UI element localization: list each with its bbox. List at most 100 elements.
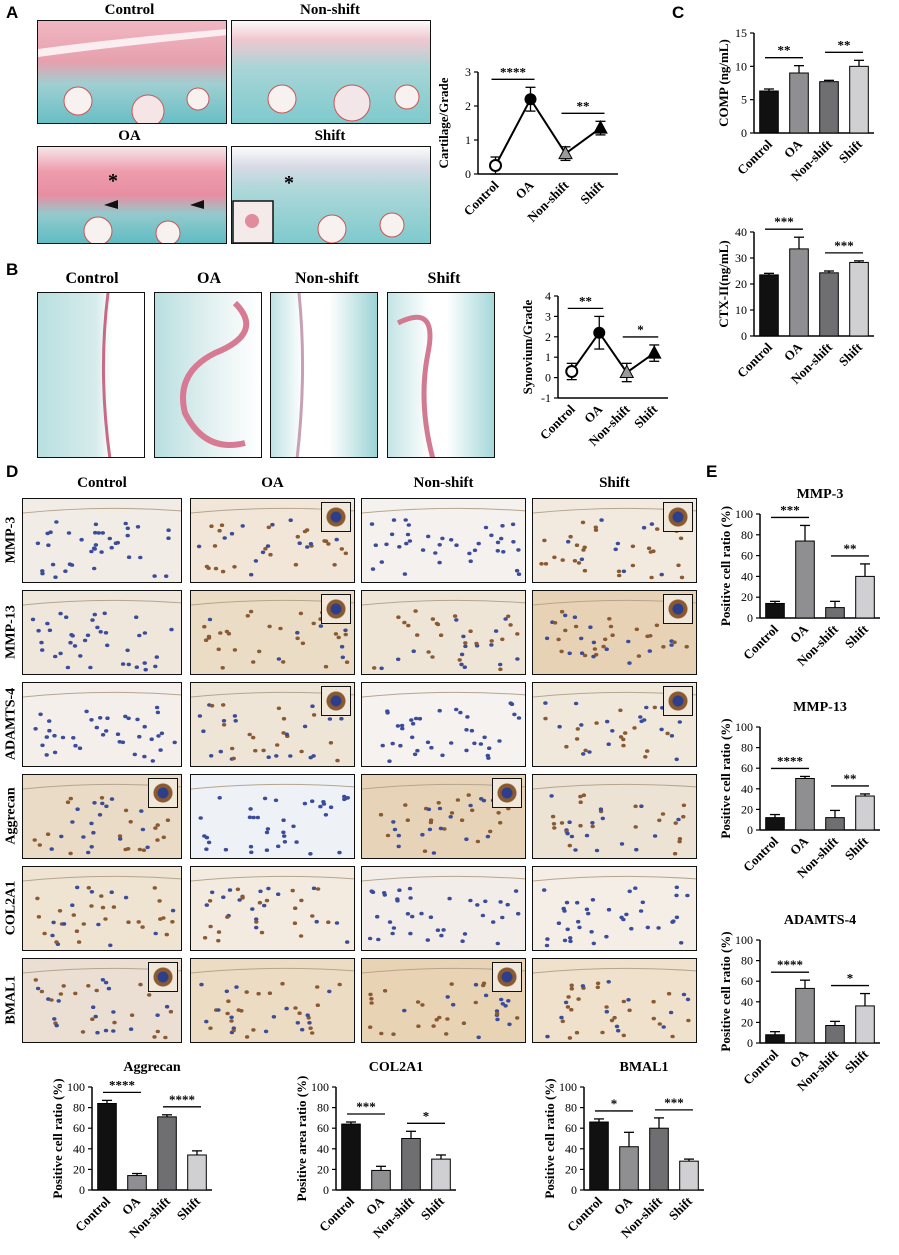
y-tick-label-E-adamts4: 40 <box>741 995 753 1009</box>
y-tick-label-E-mmp13: 20 <box>741 802 753 816</box>
ihc-tile-r1-c0 <box>22 590 182 675</box>
marker-B-synovium-3 <box>646 345 662 359</box>
y-tick-label-B-synovium: 0 <box>545 371 551 385</box>
y-tick-label-D-bmal1: 20 <box>565 1162 577 1176</box>
y-tick-label-E-mmp3: 80 <box>741 528 753 542</box>
panel-d-col-label-3: Shift <box>599 475 630 491</box>
x-tick-label-E-adamts4: Control <box>740 1046 781 1087</box>
y-tick-label-D-col2a1: 60 <box>317 1121 329 1135</box>
y-tick-label-D-aggrecan: 60 <box>73 1121 85 1135</box>
micrograph-a-shift: * <box>231 146 431 244</box>
sig-label-A-cartilage-0: **** <box>500 64 526 79</box>
x-tick-label-D-aggrecan: Shift <box>174 1193 204 1223</box>
y-tick-label-E-adamts4: 60 <box>741 974 753 988</box>
panel-b-label-control: Control <box>65 270 119 287</box>
zoom-inset <box>321 502 351 532</box>
sig-label-A-cartilage-1: ** <box>577 98 590 113</box>
bar-D-bmal1-0 <box>589 1121 609 1191</box>
nuclei-texture <box>533 507 696 580</box>
marker-A-cartilage-3 <box>593 120 608 134</box>
y-axis-label-D-bmal1: Positive cell ratio (%) <box>542 1078 557 1198</box>
series-line-B-synovium <box>570 330 655 374</box>
panel-d-col-label-2: Non-shift <box>413 475 474 491</box>
y-tick-label-C-ctx: 0 <box>741 329 747 343</box>
x-tick-label-D-col2a1: Control <box>316 1193 357 1234</box>
y-axis-label-D-col2a1: Positive area ratio (%) <box>294 1076 309 1202</box>
y-tick-label-A-cartilage: 3 <box>465 65 471 79</box>
ihc-tile-r2-c0 <box>22 682 182 767</box>
tissue-texture <box>267 84 420 122</box>
y-tick-label-C-ctx: 10 <box>735 303 747 317</box>
x-tick-label-E-mmp3: Control <box>740 621 781 662</box>
y-tick-label-E-adamts4: 20 <box>741 1015 753 1029</box>
panel-b-label-oa: OA <box>197 270 221 287</box>
sig-label-C-ctx-0: *** <box>774 214 794 229</box>
ihc-tile-r0-c2 <box>361 498 526 583</box>
x-tick-label-C-ctx: Control <box>734 339 775 380</box>
bar-D-bmal1-3 <box>679 1160 699 1191</box>
zoom-inset <box>321 594 351 624</box>
micrograph-b-nonshift <box>270 292 378 458</box>
bar-D-col2a1-3 <box>431 1158 451 1191</box>
x-tick-label-B-synovium: Control <box>537 401 578 442</box>
bar-E-mmp13-0 <box>765 817 785 831</box>
bar-D-col2a1-1 <box>371 1169 391 1191</box>
ihc-tile-r0-c0 <box>22 498 182 583</box>
nuclei-texture <box>191 783 354 856</box>
panel-letter-b: B <box>6 260 19 279</box>
y-tick-label-C-comp: 5 <box>741 93 747 107</box>
bar-E-mmp3-2 <box>825 607 845 619</box>
panel-letter-d: D <box>6 462 19 481</box>
ihc-tile-r4-c1 <box>190 866 355 951</box>
x-tick-label-D-aggrecan: OA <box>119 1193 144 1218</box>
nuclei-texture <box>362 875 525 946</box>
y-axis-label-A-cartilage: Cartilage/Grade <box>436 77 451 168</box>
nuclei-texture <box>362 691 525 763</box>
zoom-inset <box>492 778 522 808</box>
ihc-tile-r3-c3 <box>532 774 697 859</box>
sig-label-E-mmp3-0: *** <box>780 502 800 517</box>
y-tick-label-C-comp: 15 <box>735 26 747 40</box>
ihc-tile-r5-c3 <box>532 958 697 1043</box>
y-tick-label-D-bmal1: 80 <box>565 1101 577 1115</box>
micrograph-a-oa: * <box>37 146 227 244</box>
asterisk-marker: * <box>284 172 294 194</box>
x-tick-label-D-bmal1: OA <box>611 1193 636 1218</box>
y-tick-label-D-aggrecan: 0 <box>79 1183 85 1197</box>
x-tick-label-E-mmp3: Shift <box>842 621 872 651</box>
bar-D-aggrecan-1 <box>127 1175 147 1191</box>
bar-C-comp-2 <box>819 81 839 134</box>
sig-label-B-synovium-1: * <box>637 322 644 337</box>
tissue-texture: * <box>83 170 204 243</box>
x-tick-label-D-bmal1: Control <box>564 1193 605 1234</box>
series-line-A-cartilage <box>494 97 602 166</box>
chart-title-D-aggrecan: Aggrecan <box>123 1060 180 1075</box>
micrograph-b-oa <box>154 292 262 458</box>
bar-E-mmp3-3 <box>855 575 875 619</box>
nuclei-texture <box>23 507 181 579</box>
ihc-tile-r5-c1 <box>190 958 355 1043</box>
y-tick-label-D-aggrecan: 40 <box>73 1142 85 1156</box>
sig-label-C-ctx-1: *** <box>834 238 854 253</box>
y-tick-label-A-cartilage: 0 <box>465 167 471 181</box>
nuclei-texture <box>362 783 525 855</box>
marker-B-synovium-0 <box>565 364 579 378</box>
x-tick-label-C-ctx: Shift <box>836 339 866 369</box>
y-axis-label-D-aggrecan: Positive cell ratio (%) <box>50 1078 65 1198</box>
ihc-tile-r3-c0 <box>22 774 182 859</box>
sig-label-D-aggrecan-0: **** <box>109 1077 135 1092</box>
y-tick-label-D-col2a1: 100 <box>311 1080 329 1094</box>
x-tick-label-A-cartilage: Control <box>461 177 502 218</box>
chart-title-E-mmp13: MMP-13 <box>793 700 847 715</box>
sig-label-D-col2a1-1: * <box>423 1108 430 1123</box>
sig-label-C-comp-1: ** <box>838 37 851 52</box>
x-tick-label-C-comp: OA <box>781 136 806 161</box>
bar-D-col2a1-2 <box>401 1138 421 1191</box>
nuclei-texture <box>191 967 354 1039</box>
sig-label-D-aggrecan-1: **** <box>169 1092 195 1107</box>
y-tick-label-C-ctx: 20 <box>735 277 747 291</box>
ihc-tile-r4-c2 <box>361 866 526 951</box>
y-tick-label-E-adamts4: 80 <box>741 954 753 968</box>
nuclei-texture <box>191 875 354 944</box>
sig-label-E-adamts4-1: * <box>847 971 854 986</box>
